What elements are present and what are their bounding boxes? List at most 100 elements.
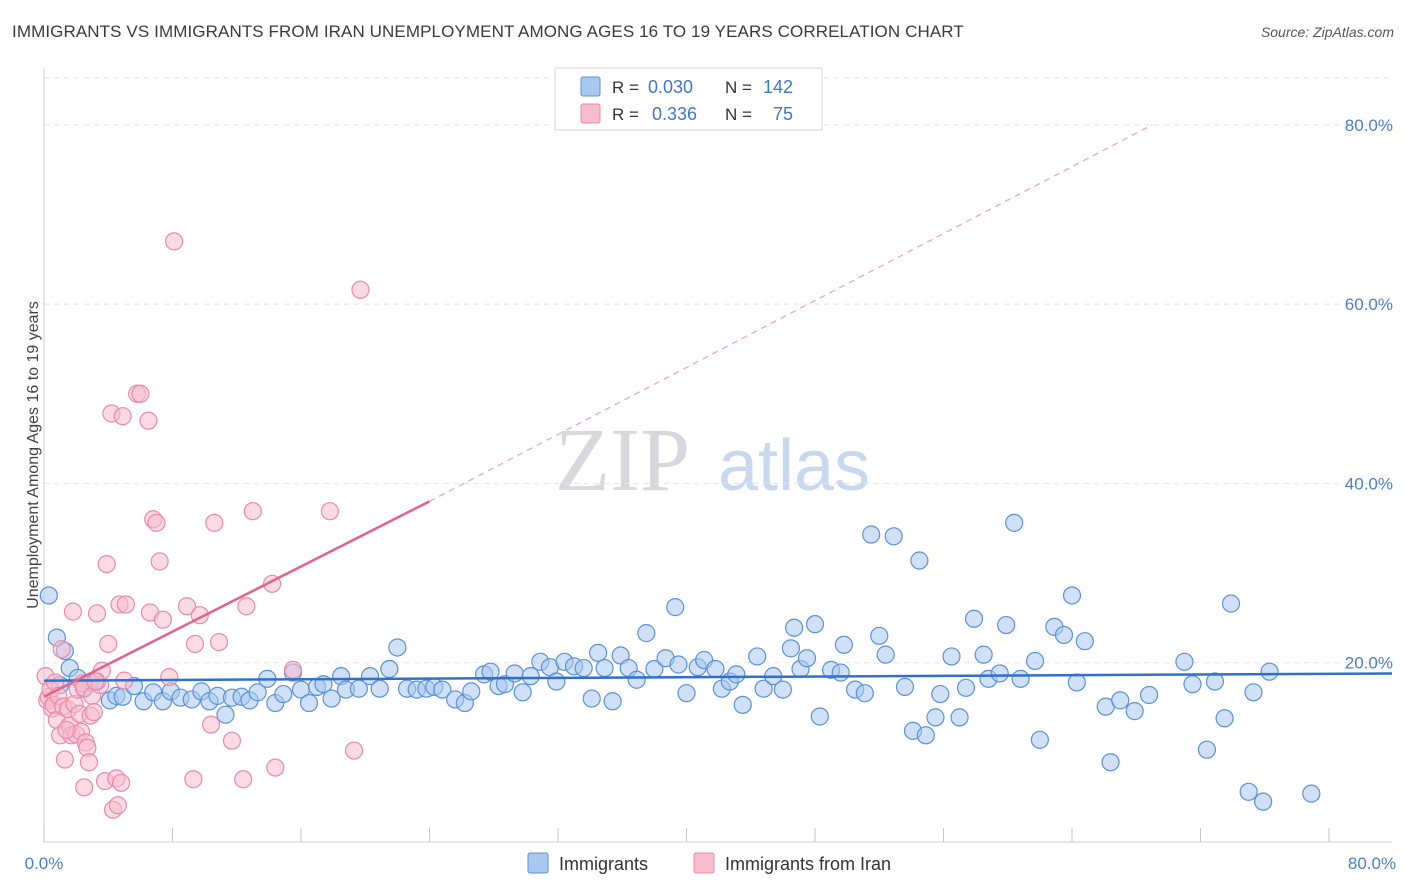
point-immigrants-from-iran [165,232,184,251]
point-immigrants-from-iran [108,796,127,815]
point-immigrants [805,615,825,634]
point-immigrants [773,680,792,699]
point-immigrants-from-iran [111,773,131,792]
point-immigrants [1260,662,1279,681]
watermark-zip: ZIP [555,411,690,510]
point-immigrants-from-iran [139,411,158,430]
point-immigrants [748,647,767,666]
point-immigrants-from-iran [237,597,256,616]
point-immigrants [910,551,929,570]
point-immigrants [582,689,601,708]
point-immigrants [677,684,696,703]
point-immigrants [884,527,903,546]
legend-swatch-immigrants [580,76,601,97]
point-immigrants [574,658,593,678]
point-immigrants-from-iran [205,513,224,532]
point-immigrants [831,663,850,682]
point-immigrants [964,609,984,628]
point-immigrants [1030,730,1049,749]
point-immigrants [433,680,452,699]
point-immigrants [388,638,407,657]
point-immigrants-from-iran [87,604,107,623]
point-immigrants-from-iran [160,667,179,687]
point-immigrants [1005,513,1024,532]
point-immigrants [931,684,950,704]
point-immigrants [1215,709,1234,728]
point-immigrants-from-iran [320,502,340,521]
point-immigrants [942,647,961,666]
point-immigrants-from-iran [185,634,205,653]
point-immigrants [926,708,945,727]
y-tick-label: 80.0% [1345,116,1393,135]
point-immigrants [669,655,688,674]
point-immigrants [916,726,935,745]
source-credit: Source: ZipAtlas.com [1260,24,1394,40]
bottom-legend-swatch-iran [693,852,715,874]
point-immigrants [1101,753,1120,772]
point-immigrants-from-iran [99,634,118,653]
y-tick-label: 20.0% [1345,654,1393,673]
point-immigrants [380,659,399,679]
point-immigrants [216,705,235,724]
legend-n-label-1: N = [725,78,752,97]
point-immigrants [299,693,319,713]
chart-title: IMMIGRANTS VS IMMIGRANTS FROM IRAN UNEMP… [12,22,964,41]
point-immigrants-from-iran [113,407,132,426]
watermark-atlas: atlas [718,426,870,506]
y-tick-labels: 20.0% 40.0% 60.0% 80.0% [1345,116,1393,673]
watermark: ZIP atlas [555,411,870,510]
point-immigrants-from-iran [79,753,99,772]
axes [43,68,1392,843]
point-immigrants-from-iran [84,702,103,722]
point-immigrants [547,672,566,691]
point-immigrants [855,684,874,703]
point-immigrants-from-iran [209,632,229,652]
point-immigrants [895,677,915,697]
gridlines [44,77,1392,664]
point-immigrants [781,639,801,658]
bottom-legend-swatch-immigrants [527,852,549,874]
legend-r-value-1: 0.030 [648,77,693,97]
trend-line-iran [43,500,431,698]
point-immigrants-from-iran [222,731,242,750]
point-immigrants [627,670,646,689]
series-legend: Immigrants Immigrants from Iran [527,852,891,874]
point-immigrants [322,689,341,708]
point-immigrants [595,658,614,678]
point-immigrants [733,695,752,714]
point-immigrants [481,662,500,681]
legend-swatch-iran [580,103,601,124]
point-immigrants [462,682,481,701]
point-immigrants-from-iran [177,597,197,616]
point-immigrants-from-iran [184,770,203,789]
point-immigrants [1244,683,1263,702]
point-immigrants-from-iran [75,778,94,797]
point-immigrants [990,664,1009,683]
point-immigrants [666,598,685,617]
point-immigrants [876,645,895,664]
legend-n-value-1: 142 [763,77,793,97]
point-immigrants [1205,672,1225,691]
point-immigrants-from-iran [234,770,253,789]
x-axis-ticks [43,828,1330,842]
point-immigrants-from-iran [147,513,166,532]
point-immigrants [637,624,656,643]
point-immigrants [1221,594,1241,613]
point-immigrants [785,618,804,637]
point-immigrants [1197,740,1217,759]
point-immigrants [706,659,725,679]
legend-r-value-2: 0.336 [652,104,697,124]
point-immigrants [1111,691,1130,710]
point-immigrants [997,615,1016,635]
point-immigrants [1302,784,1321,803]
legend-r-label-2: R = [612,105,639,124]
point-immigrants [974,645,993,664]
x-tick-label-min: 0.0% [25,854,64,873]
point-immigrants [754,679,773,698]
x-tick-label-max: 80.0% [1348,854,1396,873]
point-immigrants-from-iran [52,640,71,659]
point-immigrants [810,707,829,726]
point-immigrants-from-iran [116,595,136,614]
point-immigrants [589,643,608,662]
